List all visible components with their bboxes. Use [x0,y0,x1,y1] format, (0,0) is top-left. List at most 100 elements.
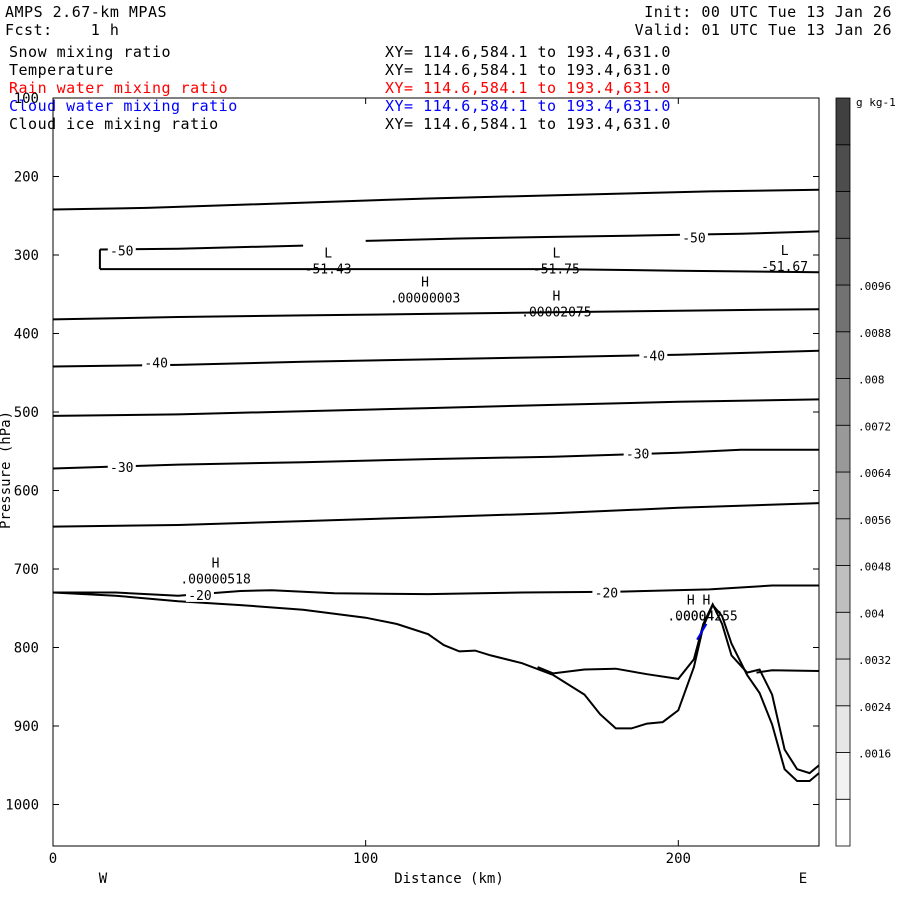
extremum-value: .00000518 [180,572,250,587]
y-tick-label: 100 [14,91,39,107]
colorbar-swatch [835,191,851,239]
colorbar-tick-label: .0024 [858,701,891,714]
lower-contour-line [756,669,820,674]
x-tick-label: 0 [49,851,57,867]
valid-time: Valid: 01 UTC Tue 13 Jan 26 [634,21,892,39]
field-xy-rain: XY= 114.6,584.1 to 193.4,631.0 [385,79,671,97]
isotherm-line [365,230,820,242]
field-xy-cloud-ice: XY= 114.6,584.1 to 193.4,631.0 [385,115,671,133]
x-axis-label: Distance (km) [394,871,504,887]
contour-label-bg [142,355,171,370]
isotherm-line [52,349,820,368]
colorbar-swatch [835,705,851,753]
extremum-marker: H [552,290,560,305]
field-name-rain: Rain water mixing ratio [9,79,229,97]
isotherm-line [52,448,819,470]
forecast-hour: Fcst: 1 h [5,21,120,39]
isotherm-line [52,398,820,417]
field-name-cloud-water: Cloud water mixing ratio [9,97,238,115]
colorbar-swatch [835,752,851,800]
contour-label-bg [592,585,621,600]
colorbar-tick-label: .0032 [858,654,891,667]
contour-label: -40 [144,357,167,372]
x-tick-label: 200 [666,851,691,867]
colorbar-tick-label: .0048 [858,561,891,574]
isotherm-line [52,502,820,528]
colorbar-tick-label: .004 [858,607,885,620]
extremum-marker: H [703,593,711,608]
contour-label: -30 [110,461,133,476]
y-tick-label: 400 [14,327,39,343]
y-tick-label: 600 [14,484,39,500]
contour-label: -20 [188,589,211,604]
contour-label-bg [107,459,136,474]
extremum-marker: H [212,556,220,571]
y-tick-label: 200 [14,170,39,186]
contour-label: -50 [110,244,133,259]
contour-label: -20 [595,587,618,602]
colorbar-unit: g kg-1 [856,96,896,109]
contour-label-bg [185,587,214,602]
colorbar-tick-label: .008 [858,374,885,387]
init-time: Init: 00 UTC Tue 13 Jan 26 [644,3,892,21]
extremum-marker: L [781,244,789,259]
isotherm-line [53,584,819,597]
contour-label-bg [679,230,708,245]
field-name-snow: Snow mixing ratio [9,43,172,61]
extremum-value: .0004255 [675,609,738,624]
field-xy-temperature: XY= 114.6,584.1 to 193.4,631.0 [385,61,671,79]
isotherm-line [99,268,820,274]
extremum-marker: H [421,275,429,290]
field-xy-cloud-water: XY= 114.6,584.1 to 193.4,631.0 [385,97,671,115]
contour-label-bg [623,446,652,461]
colorbar-tick-label: .0088 [858,327,891,340]
colorbar-swatch [835,518,851,566]
colorbar-tick-label: .0096 [858,280,891,293]
y-axis-label: Pressure (hPa) [0,411,14,529]
isotherm-line [52,308,820,321]
extremum-marker: H [687,593,695,608]
terrain-line [52,591,820,782]
colorbar-tick-label: .0056 [858,514,891,527]
lower-contour-line [537,601,820,775]
colorbar-tick-label: .0064 [858,467,891,480]
colorbar-swatch [835,658,851,707]
field-xy-snow: XY= 114.6,584.1 to 193.4,631.0 [385,43,671,61]
extremum-value: .00000003 [390,291,460,306]
extremum-marker: L [324,246,332,261]
y-tick-label: 800 [14,641,39,657]
extremum-value: -51.43 [305,262,352,277]
colorbar-swatch [835,284,851,333]
colorbar-swatch [835,97,851,146]
colorbar-swatch [835,378,851,426]
y-tick-label: 700 [14,562,39,578]
contour-label-bg [639,348,668,363]
x-tick-label: 100 [353,851,378,867]
colorbar-swatch [835,471,851,520]
extremum-marker: L [552,246,560,261]
colorbar-tick-label: .0072 [858,420,891,433]
contour-label-bg [107,243,136,258]
isotherm-line [52,188,820,211]
cloud-water-contour [696,623,708,641]
contour-label: -40 [642,349,665,364]
x-right-end-label: E [799,871,807,887]
field-name-cloud-ice: Cloud ice mixing ratio [9,115,219,133]
x-left-end-label: W [99,871,108,887]
y-tick-label: 1000 [5,798,39,814]
field-name-temperature: Temperature [9,61,114,79]
colorbar-swatch [835,611,851,660]
y-tick-label: 900 [14,719,39,735]
colorbar-swatch [835,565,851,613]
colorbar-swatch [835,237,851,286]
colorbar-swatch [835,331,851,379]
y-tick-label: 500 [14,405,39,421]
extremum-value: -51.67 [761,260,808,275]
extremum-value: .00004 [667,609,714,624]
colorbar-swatch [835,424,851,473]
colorbar-swatch [835,798,851,847]
y-tick-label: 300 [14,248,39,264]
contour-label: -30 [626,448,649,463]
colorbar-tick-label: .0016 [858,748,891,761]
